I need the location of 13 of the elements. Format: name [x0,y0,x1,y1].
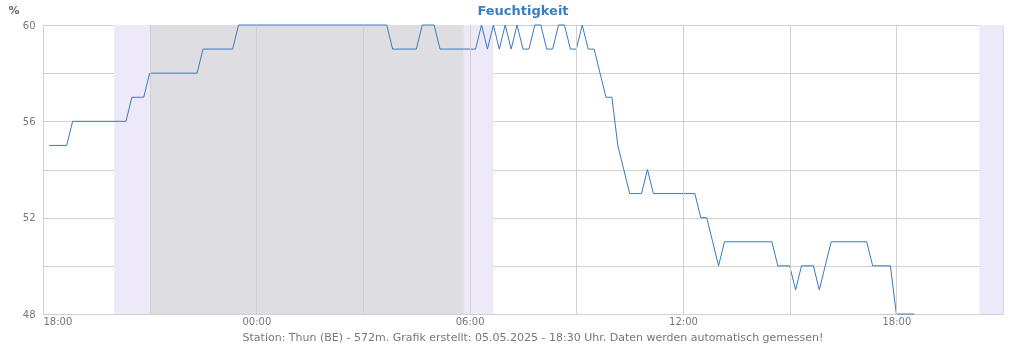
x-tick-label: 18:00 [882,315,912,327]
y-tick-label: 56 [22,115,36,127]
text: Station: Thun (BE) - 572m. Grafik erstellt: 05.05.2025 - 18:30 Uhr. Daten werden automatisch gemessen! [242,331,824,344]
x-tick-label: 06:00 [455,315,485,327]
line-series [48,24,915,315]
y-axis-title: % [8,3,20,17]
y-tick-label: 60 [22,19,36,31]
y-tick-label: 52 [22,212,36,224]
y-tick-label: 48 [22,308,36,320]
x-tick-label: 00:00 [242,315,272,327]
x-tick-label: 18:00 [43,315,73,327]
chart-title: Feuchtigkeit [477,3,569,18]
x-tick-label: 12:00 [669,315,698,327]
